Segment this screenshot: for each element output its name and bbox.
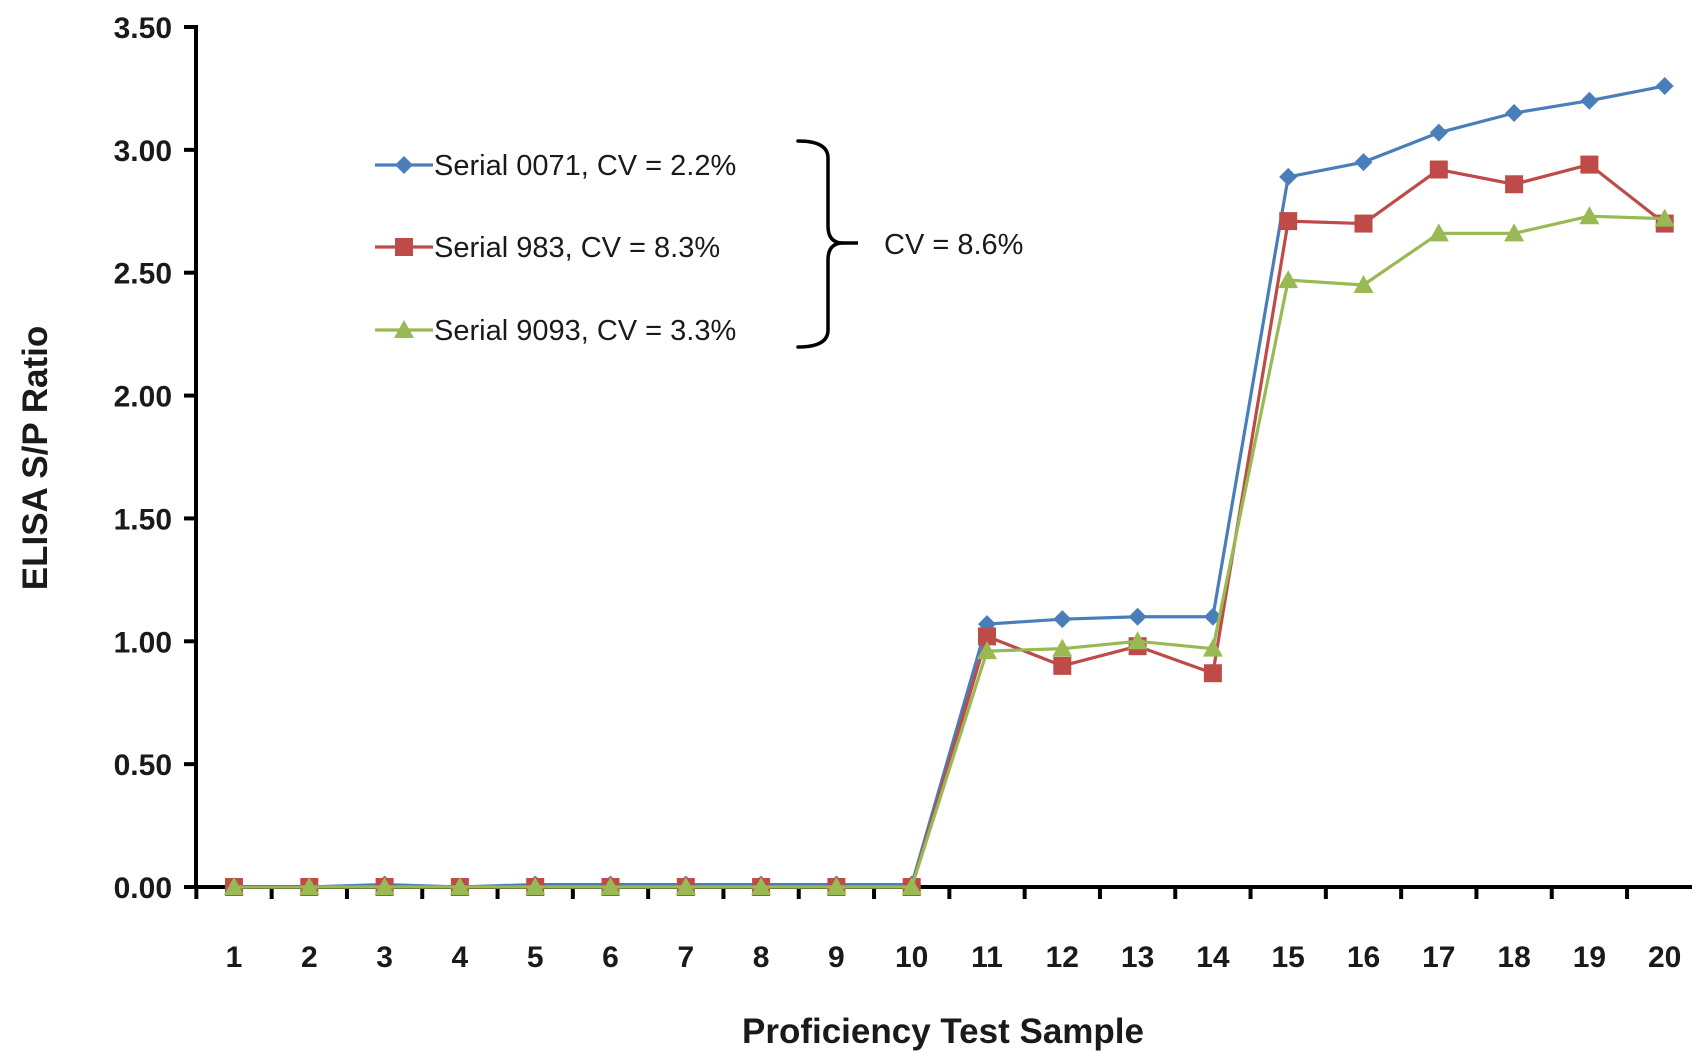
x-tick-label: 14 bbox=[1196, 941, 1230, 974]
legend-entry-2: Serial 983, CV = 8.3% bbox=[375, 232, 720, 264]
x-tick-label: 2 bbox=[301, 941, 318, 974]
data-point bbox=[1053, 610, 1072, 629]
series-line-2 bbox=[234, 163, 1666, 889]
data-point bbox=[1505, 175, 1524, 194]
data-point bbox=[1655, 76, 1674, 95]
brace bbox=[796, 139, 845, 349]
data-point bbox=[1429, 160, 1448, 179]
data-point bbox=[1428, 223, 1449, 242]
legend-marker bbox=[395, 156, 413, 174]
series-line-3 bbox=[234, 214, 1665, 889]
series-2 bbox=[225, 155, 1674, 896]
legend-entry-3: Serial 9093, CV = 3.3% bbox=[375, 315, 736, 347]
cv-annotation: CV = 8.6% bbox=[884, 229, 1023, 261]
x-tick-label: 20 bbox=[1648, 941, 1681, 974]
data-point bbox=[826, 877, 847, 895]
legend-entry-1: Serial 0071, CV = 2.2% bbox=[375, 150, 736, 182]
x-tick-label: 4 bbox=[452, 941, 469, 974]
legend-label: Serial 9093, CV = 3.3% bbox=[434, 315, 736, 347]
y-tick-label: 0.00 bbox=[114, 872, 172, 905]
legend-marker bbox=[395, 238, 413, 256]
y-tick-label: 1.50 bbox=[114, 503, 172, 536]
x-tick-label: 6 bbox=[602, 941, 619, 974]
series-layer bbox=[224, 76, 1675, 896]
y-tick-label: 2.00 bbox=[114, 381, 172, 414]
data-point bbox=[1203, 664, 1222, 683]
x-tick-label: 8 bbox=[753, 941, 770, 974]
legend: Serial 0071, CV = 2.2% Serial 983, CV = 8… bbox=[375, 150, 736, 347]
legend-label: Serial 0071, CV = 2.2% bbox=[434, 150, 736, 182]
data-point bbox=[374, 877, 395, 895]
legend-label: Serial 983, CV = 8.3% bbox=[434, 232, 720, 264]
y-tick-label: 1.00 bbox=[114, 626, 172, 659]
x-tick-label: 16 bbox=[1347, 941, 1380, 974]
data-point bbox=[449, 877, 470, 895]
x-tick-label: 3 bbox=[376, 941, 393, 974]
series-3 bbox=[224, 206, 1675, 895]
y-tick-label: 0.50 bbox=[114, 749, 172, 782]
data-point bbox=[1127, 631, 1148, 650]
x-tick-label: 13 bbox=[1121, 941, 1154, 974]
data-point bbox=[525, 877, 546, 895]
data-point bbox=[1052, 638, 1073, 657]
data-point bbox=[1354, 214, 1373, 233]
data-point bbox=[1504, 223, 1525, 242]
data-point bbox=[977, 641, 997, 660]
data-point bbox=[1202, 638, 1223, 657]
x-tick-label: 10 bbox=[895, 941, 928, 974]
y-tick-label: 2.50 bbox=[114, 258, 172, 291]
data-point bbox=[901, 877, 922, 895]
x-tick-label: 9 bbox=[828, 941, 845, 974]
data-point bbox=[1354, 153, 1373, 172]
y-axis-title: ELISA S/P Ratio bbox=[16, 326, 55, 591]
data-point bbox=[1580, 91, 1599, 110]
x-axis-title: Proficiency Test Sample bbox=[742, 1012, 1144, 1051]
y-tick-label: 3.50 bbox=[114, 12, 172, 45]
data-point bbox=[1053, 656, 1072, 675]
x-tick-label: 19 bbox=[1573, 941, 1606, 974]
y-tick-label: 3.00 bbox=[114, 135, 172, 168]
data-point bbox=[1505, 104, 1524, 122]
data-point bbox=[1279, 212, 1298, 231]
x-tick-label: 11 bbox=[971, 941, 1003, 974]
data-point bbox=[1353, 275, 1374, 293]
data-point bbox=[1654, 208, 1675, 227]
data-point bbox=[600, 877, 621, 895]
annotation-group: CV = 8.6% bbox=[796, 139, 1023, 349]
x-tick-label: 18 bbox=[1497, 941, 1530, 974]
x-tick-label: 15 bbox=[1272, 941, 1305, 974]
axes: 0.000.501.001.502.002.503.003.501 2 3 4 5 6 7 8… bbox=[114, 12, 1692, 974]
data-point bbox=[1279, 167, 1298, 186]
data-point bbox=[1128, 607, 1147, 626]
x-tick-label: 7 bbox=[677, 941, 694, 974]
data-point bbox=[224, 877, 244, 895]
data-point bbox=[675, 877, 696, 895]
data-point bbox=[1579, 206, 1600, 225]
x-tick-label: 1 bbox=[226, 941, 243, 974]
data-point bbox=[1429, 123, 1448, 142]
x-tick-label: 12 bbox=[1046, 941, 1079, 974]
data-point bbox=[751, 877, 772, 895]
legend-marker bbox=[394, 320, 414, 338]
data-point bbox=[1580, 155, 1599, 174]
data-point bbox=[1278, 270, 1299, 289]
x-tick-label: 5 bbox=[527, 941, 544, 974]
data-point bbox=[299, 877, 320, 895]
x-tick-label: 17 bbox=[1422, 941, 1455, 974]
data-point bbox=[978, 627, 996, 646]
